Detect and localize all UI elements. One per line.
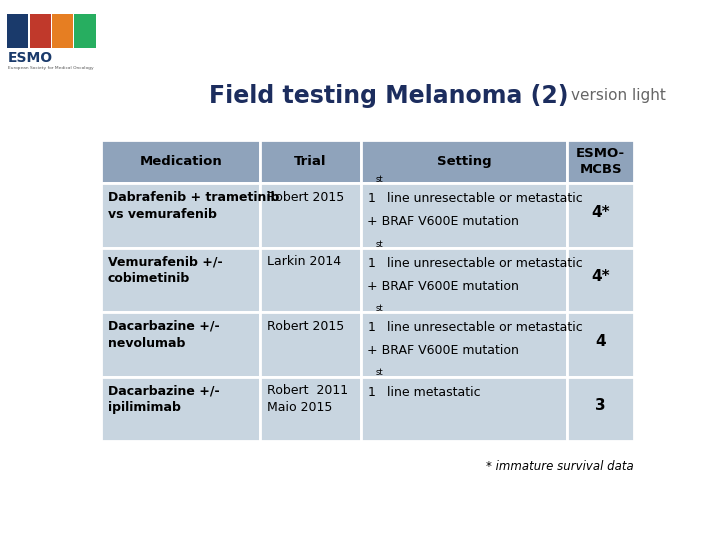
Bar [361, 377, 567, 441]
Text: 1: 1 [367, 386, 375, 399]
Bar [101, 183, 260, 248]
Text: line unresectable or metastatic: line unresectable or metastatic [383, 192, 582, 205]
Text: Dacarbazine +/-
nevolumab: Dacarbazine +/- nevolumab [108, 320, 220, 350]
Text: ESMO: ESMO [8, 51, 53, 65]
Text: Trial: Trial [294, 155, 327, 168]
Text: Vemurafenib +/-
cobimetinib: Vemurafenib +/- cobimetinib [108, 255, 222, 285]
Text: line metastatic: line metastatic [383, 386, 480, 399]
Text: ESMO-
MCBS: ESMO- MCBS [576, 147, 625, 176]
Text: + BRAF V600E mutation: + BRAF V600E mutation [367, 344, 519, 357]
Text: Dacarbazine +/-
ipilimimab: Dacarbazine +/- ipilimimab [108, 384, 220, 414]
Text: line unresectable or metastatic: line unresectable or metastatic [383, 257, 582, 270]
Text: Robert 2015: Robert 2015 [267, 191, 344, 204]
Bar [260, 140, 361, 183]
Bar [101, 248, 260, 312]
Text: st: st [376, 240, 383, 248]
Text: Setting: Setting [436, 155, 491, 168]
Text: st: st [376, 368, 383, 377]
Text: st: st [376, 175, 383, 184]
Bar [101, 140, 260, 183]
Bar [361, 140, 567, 183]
Text: line unresectable or metastatic: line unresectable or metastatic [383, 321, 582, 334]
Bar [260, 377, 361, 441]
Text: 4*: 4* [591, 205, 610, 220]
Text: Robert  2011
Maio 2015: Robert 2011 Maio 2015 [267, 384, 348, 414]
Text: * immature survival data: * immature survival data [486, 460, 634, 473]
Bar [567, 377, 634, 441]
Bar [260, 312, 361, 377]
Bar [567, 183, 634, 248]
Text: st: st [376, 304, 383, 313]
Bar [101, 312, 260, 377]
Bar [361, 183, 567, 248]
Text: 3: 3 [595, 398, 606, 413]
Text: European Society for Medical Oncology: European Society for Medical Oncology [8, 66, 94, 70]
Bar [567, 248, 634, 312]
Text: + BRAF V600E mutation: + BRAF V600E mutation [367, 280, 519, 293]
Bar [260, 183, 361, 248]
Bar [361, 248, 567, 312]
Text: 4: 4 [595, 334, 606, 349]
Bar [101, 377, 260, 441]
Bar [52, 14, 73, 48]
Text: Dabrafenib + trametinib
vs vemurafenib: Dabrafenib + trametinib vs vemurafenib [108, 191, 279, 221]
Text: version light: version light [571, 89, 666, 104]
Text: + BRAF V600E mutation: + BRAF V600E mutation [367, 215, 519, 228]
Bar [30, 14, 51, 48]
Text: 1: 1 [367, 321, 375, 334]
Text: Field testing Melanoma (2): Field testing Melanoma (2) [209, 84, 568, 108]
Bar [567, 312, 634, 377]
Bar [7, 14, 28, 48]
Bar [260, 248, 361, 312]
Text: 4*: 4* [591, 269, 610, 284]
Text: Medication: Medication [139, 155, 222, 168]
Bar [74, 14, 96, 48]
Text: 1: 1 [367, 257, 375, 270]
Bar [567, 140, 634, 183]
Bar [361, 312, 567, 377]
Text: 1: 1 [367, 192, 375, 205]
Text: Robert 2015: Robert 2015 [267, 320, 344, 333]
Text: Larkin 2014: Larkin 2014 [267, 255, 341, 268]
